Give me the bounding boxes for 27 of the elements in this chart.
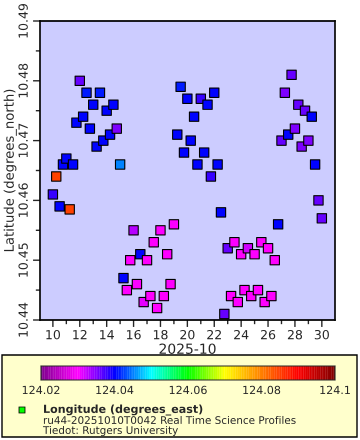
x-tick-label: 20 xyxy=(180,330,194,340)
x-tick-label: 18 xyxy=(154,330,168,340)
color-bar-label: 124.04 xyxy=(96,386,134,394)
y-tick-label: 10.47 xyxy=(18,124,28,158)
color-bar-label: 124.02 xyxy=(22,386,60,394)
text: Tiedot: Rutgers University xyxy=(42,426,178,436)
y-axis-title: Latitude (degrees_north) xyxy=(4,90,17,252)
x-tick-label: 22 xyxy=(207,330,221,340)
y-tick-label: 10.48 xyxy=(18,64,28,98)
color-bar-label: 124.06 xyxy=(170,386,207,394)
color-bar-label: 124.1 xyxy=(320,386,350,394)
color-bar-label: 124.08 xyxy=(243,386,280,394)
x-tick-label: 24 xyxy=(234,330,248,340)
text: ru44-20251010T0042 Real Time Science Profiles xyxy=(44,416,296,424)
x-tick-label: 28 xyxy=(288,330,302,340)
x-tick-label: 30 xyxy=(314,330,329,340)
x-tick-label: 26 xyxy=(261,330,276,340)
y-tick-label: 10.44 xyxy=(18,302,28,337)
x-tick-label: 12 xyxy=(73,330,86,340)
color-bar-title: Longitude (degrees_east) xyxy=(44,404,202,416)
y-tick-label: 10.45 xyxy=(18,243,28,277)
y-tick-label: 10.46 xyxy=(18,183,28,217)
y-tick-label: 10.49 xyxy=(18,4,28,38)
x-tick-label: 16 xyxy=(126,330,141,340)
x-tick-label: 10 xyxy=(46,330,60,340)
x-axis-title: 2025-10 xyxy=(160,343,216,354)
x-tick-label: 14 xyxy=(100,330,114,340)
